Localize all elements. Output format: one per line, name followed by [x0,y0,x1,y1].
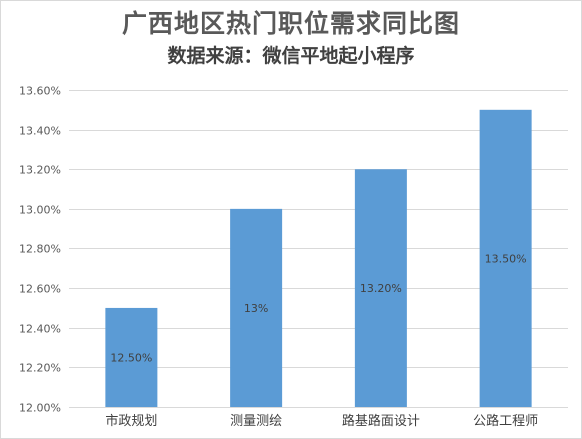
data-label: 13% [244,302,268,315]
chart-subtitle: 数据来源：微信平地起小程序 [167,45,415,67]
y-tick-label: 12.40% [19,323,61,336]
y-tick-label: 13.00% [19,204,61,217]
data-label: 13.50% [485,252,527,265]
x-category-label: 测量测绘 [230,414,282,429]
bar [479,109,532,407]
x-category-label: 路基路面设计 [342,413,420,429]
y-tick-label: 13.60% [19,85,61,98]
y-tick-label: 12.80% [19,243,61,256]
data-label: 13.20% [360,282,402,295]
bar [105,307,158,407]
x-category-label: 公路工程师 [473,413,538,429]
y-tick-label: 12.20% [19,362,61,375]
y-tick-label: 13.20% [19,164,61,177]
bar [230,208,283,407]
y-tick-label: 12.00% [19,402,61,415]
data-label: 12.50% [110,351,152,364]
y-tick-label: 13.40% [19,125,61,138]
chart-title: 广西地区热门职位需求同比图 [121,9,460,38]
bar [354,169,407,407]
y-tick-label: 12.60% [19,283,61,296]
x-category-label: 市政规划 [105,413,157,429]
